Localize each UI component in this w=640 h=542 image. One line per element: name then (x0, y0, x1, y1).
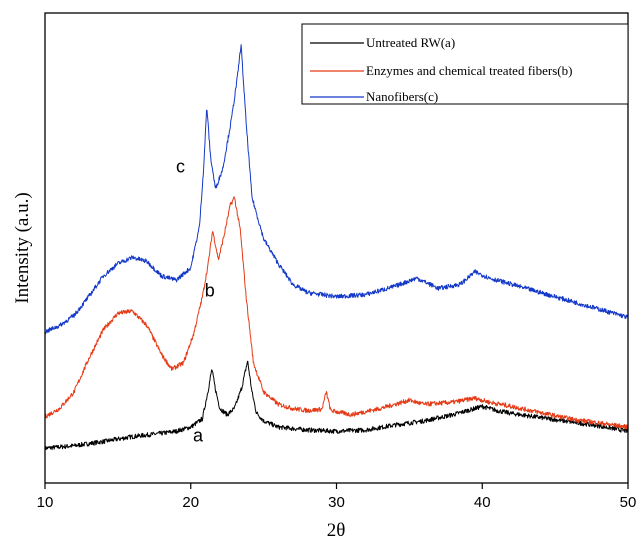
x-tick-label: 40 (474, 494, 491, 511)
series-line-a (44, 360, 629, 451)
legend-box (301, 23, 629, 105)
y-axis-title: Intensity (a.u.) (12, 192, 33, 303)
legend: Untreated RW(a) Enzymes and chemical tre… (301, 23, 629, 105)
legend-label-a: Untreated RW(a) (366, 35, 455, 50)
legend-label-b: Enzymes and chemical treated fibers(b) (366, 63, 572, 78)
x-tick-label: 30 (328, 494, 345, 511)
x-axis-title: 2θ (327, 520, 346, 541)
series-layer (44, 44, 629, 451)
x-axis-ticks: 10 20 30 40 50 (37, 483, 637, 511)
x-tick-label: 10 (37, 494, 54, 511)
curve-labels: a b c (176, 156, 215, 445)
curve-label-a: a (193, 426, 204, 446)
curve-label-c: c (176, 156, 185, 176)
x-tick-label: 50 (620, 494, 637, 511)
series-line-b (44, 196, 629, 430)
curve-label-b: b (205, 281, 215, 301)
x-tick-label: 20 (182, 494, 199, 511)
legend-label-c: Nanofibers(c) (366, 89, 438, 104)
series-line-c (44, 44, 629, 335)
